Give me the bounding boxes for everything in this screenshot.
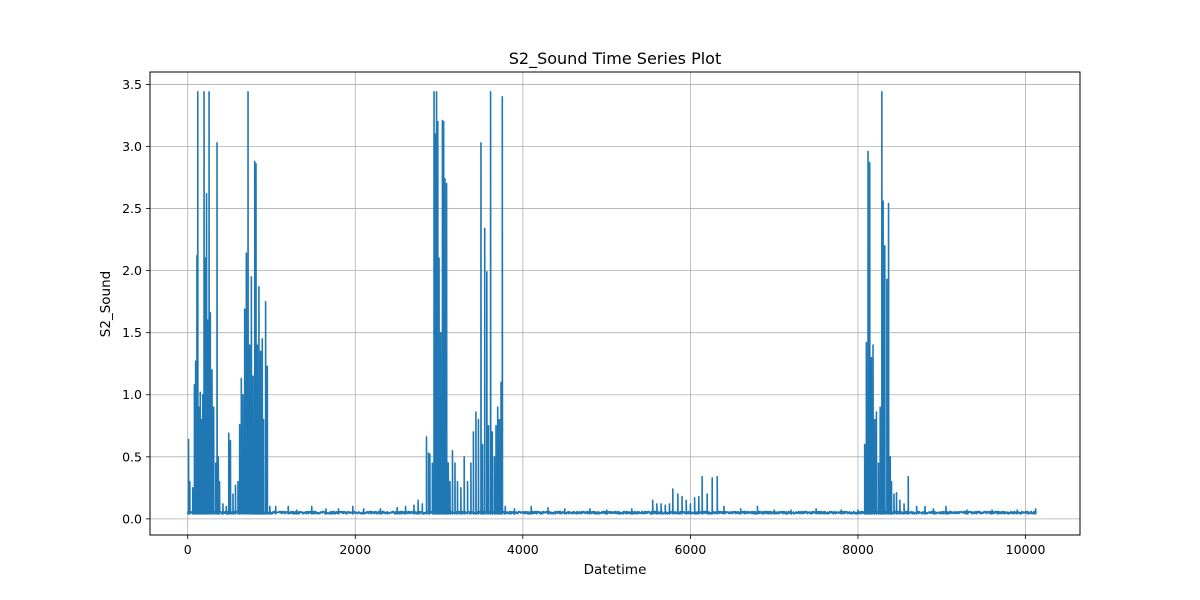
- x-axis-title: Datetime: [584, 562, 647, 578]
- series-line: [186, 91, 1037, 515]
- grid-layer: [150, 72, 1080, 535]
- y-tick-label: 2.0: [122, 263, 142, 278]
- y-tick-label: 1.5: [122, 325, 142, 340]
- series-layer: [186, 91, 1037, 515]
- x-tick-label: 0: [184, 542, 192, 557]
- chart-title: S2_Sound Time Series Plot: [509, 49, 722, 69]
- y-axis-title: S2_Sound: [98, 271, 114, 337]
- y-tick-label: 0.0: [122, 511, 142, 526]
- x-tick-label: 2000: [339, 542, 371, 557]
- y-tick-label: 2.5: [122, 201, 142, 216]
- y-tick-label: 0.5: [122, 449, 142, 464]
- x-tick-label: 10000: [1006, 542, 1046, 557]
- x-tick-label: 4000: [507, 542, 539, 557]
- x-tick-label: 8000: [842, 542, 874, 557]
- y-tick-label: 1.0: [122, 387, 142, 402]
- plot-frame: [149, 71, 1081, 536]
- tick-layer: 0 2000 4000 6000 8000 10000 0.0 0.5 1.0 1.5 2.0 2.5…: [122, 77, 1045, 557]
- x-tick-label: 6000: [674, 542, 706, 557]
- y-tick-label: 3.5: [122, 77, 142, 92]
- y-tick-label: 3.0: [122, 139, 142, 154]
